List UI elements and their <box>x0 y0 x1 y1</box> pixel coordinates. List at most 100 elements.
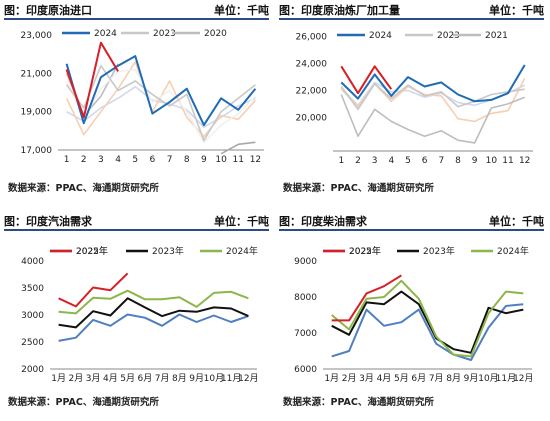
legend-label: 2023 <box>437 31 460 41</box>
y-tick-label: 9000 <box>294 257 317 267</box>
series-line <box>58 313 249 342</box>
chart-gasoline-demand: 2000 2500 3000 3500 4000 1月 2月 3月 4月 5月 6月 7月 8月 9月 10… <box>21 245 259 384</box>
x-tick-label: 9月 <box>189 373 204 384</box>
x-tick-label: 8 <box>184 155 190 165</box>
x-tick-label: 3月 <box>86 373 101 384</box>
panel-diesel-demand: 图：印度柴油需求 单位：千吨 6000 7000 8000 9000 1月 2月 3月 4月 5… <box>275 211 550 421</box>
x-tick-label: 10 <box>486 156 498 166</box>
data-source: 数据来源：PPAC、海通期货研究所 <box>283 397 434 408</box>
panel-header: 图：印度原油炼厂加工量 单位：千吨 <box>279 0 544 20</box>
x-tick-label: 7月 <box>155 373 170 384</box>
y-tick-label: 8000 <box>294 293 317 303</box>
x-tick-label: 11月 <box>221 373 241 384</box>
x-tick-label: 6月 <box>138 373 153 384</box>
chart-title: 图：印度汽油需求 <box>4 215 92 228</box>
x-tick-label: 9月 <box>464 373 479 384</box>
y-tick-label: 20,000 <box>296 113 328 123</box>
legend-label: 2023年 <box>152 245 184 257</box>
x-tick-label: 6 <box>422 156 428 166</box>
chart-diesel-demand: 6000 7000 8000 9000 1月 2月 3月 4月 5月 6月 7月 8月 9月 10月11月… <box>294 245 533 384</box>
series-line <box>65 41 119 119</box>
x-tick-label: 7月 <box>429 373 444 384</box>
y-tick-label: 2000 <box>21 365 44 375</box>
x-tick-label: 12 <box>250 155 261 165</box>
chart-title: 图：印度柴油需求 <box>279 215 367 228</box>
series-line <box>340 94 525 144</box>
x-tick-label: 1 <box>64 155 70 165</box>
series-line <box>65 64 256 142</box>
x-tick-label: 8月 <box>172 373 187 384</box>
x-tick-label: 12月 <box>513 373 533 384</box>
panel-crude-imports: 图：印度原油进口 单位：千吨 17,000 19,000 21,000 23,000 1… <box>0 0 275 210</box>
x-tick-label: 4 <box>388 156 394 166</box>
x-tick-label: 9 <box>201 155 207 165</box>
series-line <box>340 83 525 111</box>
x-tick-label: 8月 <box>446 373 461 384</box>
unit-label: 单位：千吨 <box>489 215 544 228</box>
series-line <box>220 141 256 155</box>
x-tick-label: 6月 <box>411 373 426 384</box>
x-tick-label: 7 <box>438 156 444 166</box>
y-tick-label: 3500 <box>21 284 44 294</box>
legend-label: 2022年 <box>76 245 108 257</box>
y-tick-label: 2500 <box>21 338 44 348</box>
x-tick-label: 5月 <box>394 373 409 384</box>
y-tick-label: 3000 <box>21 311 44 321</box>
y-tick-label: 17,000 <box>21 146 53 156</box>
legend-label: 2024年 <box>497 245 529 257</box>
legend-label: 2024年 <box>226 245 258 257</box>
panel-gasoline-demand: 图：印度汽油需求 单位：千吨 2000 2500 3000 3500 4000 1月 2月 3… <box>0 211 275 421</box>
x-tick-label: 4月 <box>377 373 392 384</box>
x-tick-label: 3 <box>98 155 104 165</box>
x-tick-label: 1 <box>338 156 344 166</box>
legend-label: 2025年 <box>76 245 108 257</box>
panel-refinery-throughput: 图：印度原油炼厂加工量 单位：千吨 20,000 22,000 24,000 26,0… <box>275 0 550 210</box>
legend-label: 2022年 <box>349 245 381 257</box>
series-line <box>58 272 129 308</box>
x-tick-label: 1月 <box>324 373 339 384</box>
series-line <box>331 279 524 358</box>
x-tick-label: 11 <box>502 156 513 166</box>
y-tick-label: 4000 <box>21 257 44 267</box>
legend-label: 2024 <box>94 29 117 39</box>
x-tick-label: 9 <box>472 156 478 166</box>
unit-label: 单位：千吨 <box>214 4 269 17</box>
series-line <box>65 55 257 127</box>
series-line <box>58 289 249 315</box>
x-tick-label: 4 <box>115 155 121 165</box>
y-tick-label: 22,000 <box>296 87 328 97</box>
series-line <box>340 65 393 95</box>
x-tick-label: 6 <box>150 155 156 165</box>
series-line <box>331 274 402 322</box>
data-source: 数据来源：PPAC、海通期货研究所 <box>8 397 159 408</box>
chart-title: 图：印度原油进口 <box>4 4 92 17</box>
unit-label: 单位：千吨 <box>214 215 269 228</box>
x-tick-label: 8 <box>455 156 461 166</box>
y-tick-label: 24,000 <box>296 60 328 70</box>
legend-label: 2023 <box>153 29 176 39</box>
y-tick-label: 19,000 <box>21 108 53 118</box>
y-tick-label: 7000 <box>294 329 317 339</box>
x-tick-label: 12 <box>519 156 530 166</box>
x-tick-label: 2 <box>81 155 87 165</box>
x-tick-label: 11 <box>233 155 244 165</box>
x-tick-label: 4月 <box>103 373 118 384</box>
series-line <box>58 297 249 329</box>
x-tick-label: 11月 <box>496 373 516 384</box>
x-tick-label: 10月 <box>478 373 498 384</box>
x-tick-label: 3月 <box>359 373 374 384</box>
y-tick-label: 26,000 <box>296 33 328 43</box>
x-tick-label: 2月 <box>342 373 357 384</box>
legend-label: 2024 <box>369 31 392 41</box>
data-source: 数据来源：PPAC、海通期货研究所 <box>8 183 159 194</box>
data-source: 数据来源：PPAC、海通期货研究所 <box>283 183 434 194</box>
panel-header: 图：印度原油进口 单位：千吨 <box>4 0 269 20</box>
x-tick-label: 1月 <box>51 373 66 384</box>
series-line <box>340 64 526 103</box>
x-tick-label: 5 <box>132 155 138 165</box>
x-tick-label: 7 <box>167 155 173 165</box>
chart-title: 图：印度原油炼厂加工量 <box>279 4 400 17</box>
legend-label: 2023年 <box>423 245 455 257</box>
